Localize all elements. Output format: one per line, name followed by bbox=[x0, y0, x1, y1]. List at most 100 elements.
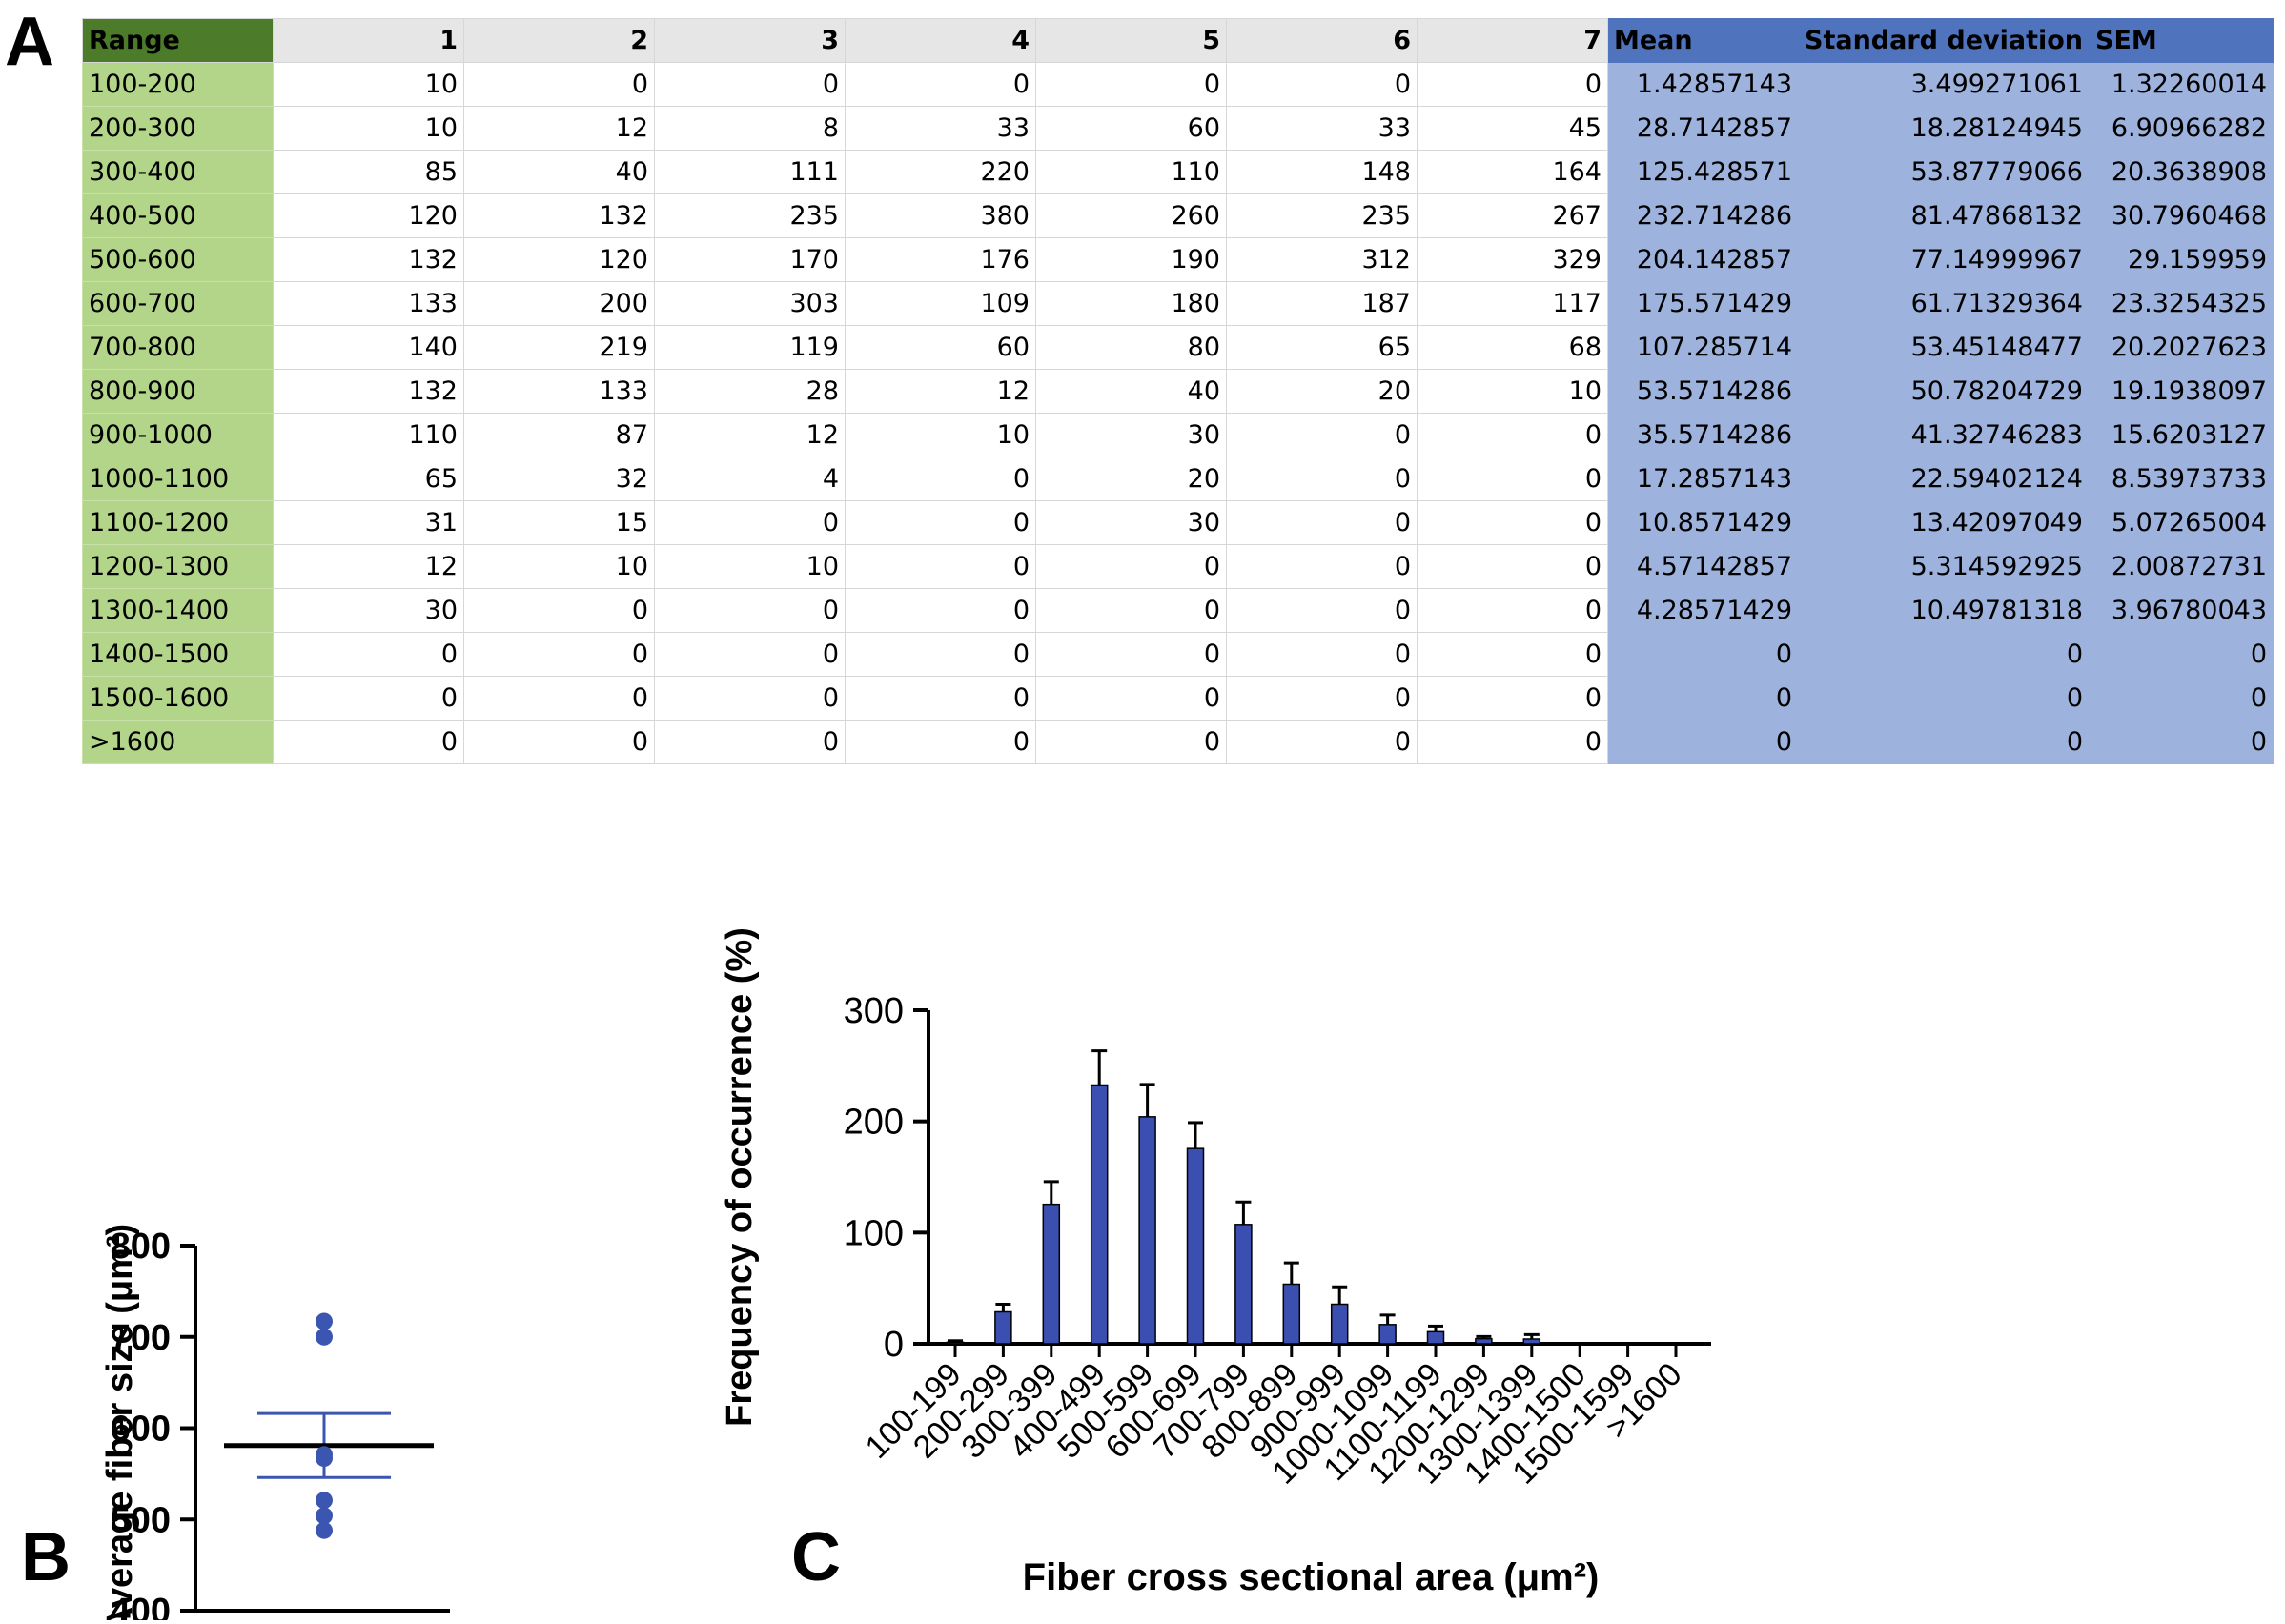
count-cell: 148 bbox=[1226, 150, 1418, 194]
stat-cell: 1.32260014 bbox=[2089, 62, 2274, 107]
bar bbox=[1282, 1283, 1301, 1345]
y-tick-label: 400 bbox=[111, 1592, 171, 1620]
count-cell: 0 bbox=[1226, 676, 1418, 721]
table-header-cell: 7 bbox=[1417, 18, 1608, 63]
stat-cell: 53.45148477 bbox=[1798, 325, 2090, 370]
table-row: >1600 0 0 0 0 0 0 0 0 0 0 bbox=[82, 720, 2274, 764]
count-cell: 68 bbox=[1417, 325, 1608, 370]
stat-cell: 5.07265004 bbox=[2089, 500, 2274, 545]
stat-cell: 3.96780043 bbox=[2089, 588, 2274, 633]
count-cell: 200 bbox=[463, 281, 655, 326]
table-row: 1400-1500 0 0 0 0 0 0 0 0 0 0 bbox=[82, 632, 2274, 677]
count-cell: 87 bbox=[463, 413, 655, 457]
stat-cell: 17.2857143 bbox=[1607, 457, 1799, 501]
count-cell: 10 bbox=[845, 413, 1036, 457]
count-cell: 8 bbox=[654, 106, 846, 151]
table-row: 400-500 120 132 235 380 260 235 267 232.714286 81… bbox=[82, 193, 2274, 238]
table-body: 100-200 10 0 0 0 0 0 0 1.42857143 3.499271061 1.32… bbox=[82, 62, 2274, 764]
count-cell: 0 bbox=[1417, 676, 1608, 721]
count-cell: 0 bbox=[654, 588, 846, 633]
count-cell: 119 bbox=[654, 325, 846, 370]
count-cell: 0 bbox=[654, 720, 846, 764]
stat-cell: 50.78204729 bbox=[1798, 369, 2090, 414]
bar bbox=[1138, 1116, 1156, 1345]
range-cell: 1000-1100 bbox=[82, 457, 274, 501]
count-cell: 20 bbox=[1226, 369, 1418, 414]
stat-cell: 53.5714286 bbox=[1607, 369, 1799, 414]
count-cell: 33 bbox=[845, 106, 1036, 151]
count-cell: 267 bbox=[1417, 193, 1608, 238]
count-cell: 0 bbox=[845, 62, 1036, 107]
count-cell: 0 bbox=[1035, 676, 1227, 721]
count-cell: 235 bbox=[1226, 193, 1418, 238]
stat-cell: 0 bbox=[2089, 720, 2274, 764]
data-point bbox=[316, 1507, 333, 1525]
count-cell: 132 bbox=[463, 193, 655, 238]
table-row: 700-800 140 219 119 60 80 65 68 107.285714 53.451… bbox=[82, 325, 2274, 370]
table-row: 1500-1600 0 0 0 0 0 0 0 0 0 0 bbox=[82, 676, 2274, 721]
table-row: 900-1000 110 87 12 10 30 0 0 35.5714286 41.327462… bbox=[82, 413, 2274, 457]
count-cell: 0 bbox=[273, 720, 464, 764]
bar bbox=[1234, 1224, 1253, 1345]
y-tick-label: 600 bbox=[111, 1410, 171, 1450]
count-cell: 0 bbox=[463, 720, 655, 764]
bar bbox=[1042, 1203, 1061, 1345]
count-cell: 176 bbox=[845, 237, 1036, 282]
count-cell: 15 bbox=[463, 500, 655, 545]
stat-cell: 175.571429 bbox=[1607, 281, 1799, 326]
count-cell: 0 bbox=[1226, 413, 1418, 457]
count-cell: 132 bbox=[273, 237, 464, 282]
count-cell: 33 bbox=[1226, 106, 1418, 151]
count-cell: 0 bbox=[845, 544, 1036, 589]
count-cell: 12 bbox=[845, 369, 1036, 414]
data-point bbox=[316, 1328, 333, 1346]
data-point bbox=[316, 1312, 333, 1330]
count-cell: 0 bbox=[1417, 588, 1608, 633]
y-tick-label: 300 bbox=[844, 991, 904, 1031]
table-header-row: Range 1 2 3 4 5 6 7 Mean Standard deviation SEM bbox=[82, 18, 2274, 63]
count-cell: 0 bbox=[1226, 544, 1418, 589]
stat-cell: 0 bbox=[2089, 632, 2274, 677]
y-axis-title: Frequency of occurrence (%) bbox=[720, 927, 760, 1427]
range-cell: 800-900 bbox=[82, 369, 274, 414]
stat-cell: 29.159959 bbox=[2089, 237, 2274, 282]
y-axis-title: Average fiber size (μm²) bbox=[105, 1224, 140, 1620]
count-cell: 0 bbox=[1035, 588, 1227, 633]
count-cell: 235 bbox=[654, 193, 846, 238]
y-tick-label: 500 bbox=[111, 1500, 171, 1540]
y-tick-label: 0 bbox=[884, 1325, 904, 1365]
count-cell: 0 bbox=[1226, 632, 1418, 677]
count-cell: 60 bbox=[1035, 106, 1227, 151]
table-header-cell: 2 bbox=[463, 18, 655, 63]
table-header-cell: Standard deviation bbox=[1798, 18, 2090, 63]
count-cell: 117 bbox=[1417, 281, 1608, 326]
table-header-cell: 6 bbox=[1226, 18, 1418, 63]
count-cell: 312 bbox=[1226, 237, 1418, 282]
table-row: 600-700 133 200 303 109 180 187 117 175.571429 61… bbox=[82, 281, 2274, 326]
table-row: 1000-1100 65 32 4 0 20 0 0 17.2857143 22.59402124… bbox=[82, 457, 2274, 501]
table-row: 1100-1200 31 15 0 0 30 0 0 10.8571429 13.42097049… bbox=[82, 500, 2274, 545]
stat-cell: 0 bbox=[1798, 632, 2090, 677]
stat-cell: 2.00872731 bbox=[2089, 544, 2274, 589]
bar bbox=[1475, 1337, 1493, 1345]
count-cell: 0 bbox=[845, 676, 1036, 721]
count-cell: 0 bbox=[845, 500, 1036, 545]
count-cell: 20 bbox=[1035, 457, 1227, 501]
table-row: 1200-1300 12 10 10 0 0 0 0 4.57142857 5.314592925… bbox=[82, 544, 2274, 589]
stat-cell: 19.1938097 bbox=[2089, 369, 2274, 414]
count-cell: 0 bbox=[1226, 62, 1418, 107]
count-cell: 0 bbox=[1417, 457, 1608, 501]
stat-cell: 18.28124945 bbox=[1798, 106, 2090, 151]
count-cell: 0 bbox=[273, 632, 464, 677]
stat-cell: 10.8571429 bbox=[1607, 500, 1799, 545]
count-cell: 0 bbox=[654, 676, 846, 721]
count-cell: 190 bbox=[1035, 237, 1227, 282]
y-tick-label: 100 bbox=[844, 1213, 904, 1253]
count-cell: 12 bbox=[273, 544, 464, 589]
bar bbox=[1522, 1338, 1541, 1345]
table-header-cell: 1 bbox=[273, 18, 464, 63]
stat-cell: 23.3254325 bbox=[2089, 281, 2274, 326]
table-header-range: Range bbox=[82, 18, 274, 63]
table-row: 200-300 10 12 8 33 60 33 45 28.7142857 18.2812494… bbox=[82, 106, 2274, 151]
